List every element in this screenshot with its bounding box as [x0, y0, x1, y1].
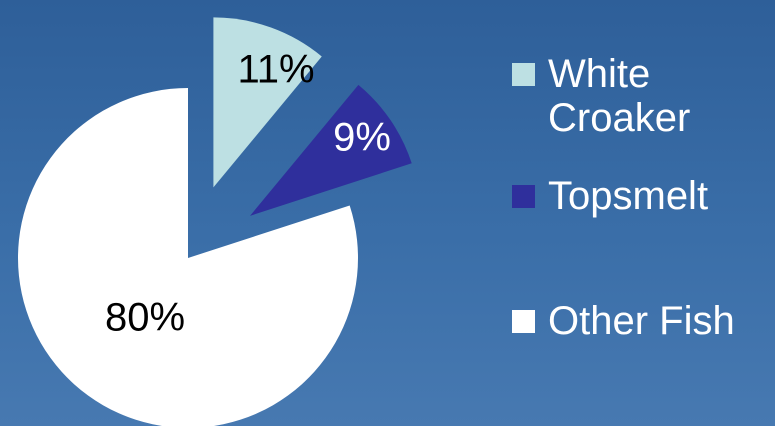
- pie-label-topsmelt: 9%: [333, 116, 391, 160]
- legend-item-other-fish: Other Fish: [512, 299, 768, 343]
- legend-item-topsmelt: Topsmelt: [512, 174, 768, 218]
- pie-slice-topsmelt: [250, 84, 412, 216]
- pie-label-other-fish: 80%: [105, 296, 185, 340]
- legend-label-topsmelt: Topsmelt: [548, 174, 709, 218]
- legend-swatch-white-croaker: [512, 63, 535, 86]
- pie-slice-white-croaker: [213, 17, 322, 188]
- pie-slice-other-fish: [18, 88, 358, 426]
- legend-item-white-croaker: White Croaker: [512, 52, 768, 140]
- legend-swatch-topsmelt: [512, 185, 535, 208]
- legend-swatch-other-fish: [512, 310, 535, 333]
- legend-label-other-fish: Other Fish: [548, 299, 735, 343]
- pie-slices: [18, 17, 412, 426]
- pie-label-white-croaker: 11%: [237, 48, 314, 92]
- legend-label-white-croaker: White Croaker: [548, 52, 691, 140]
- pie-labels: 11% 9% 80%: [105, 48, 391, 340]
